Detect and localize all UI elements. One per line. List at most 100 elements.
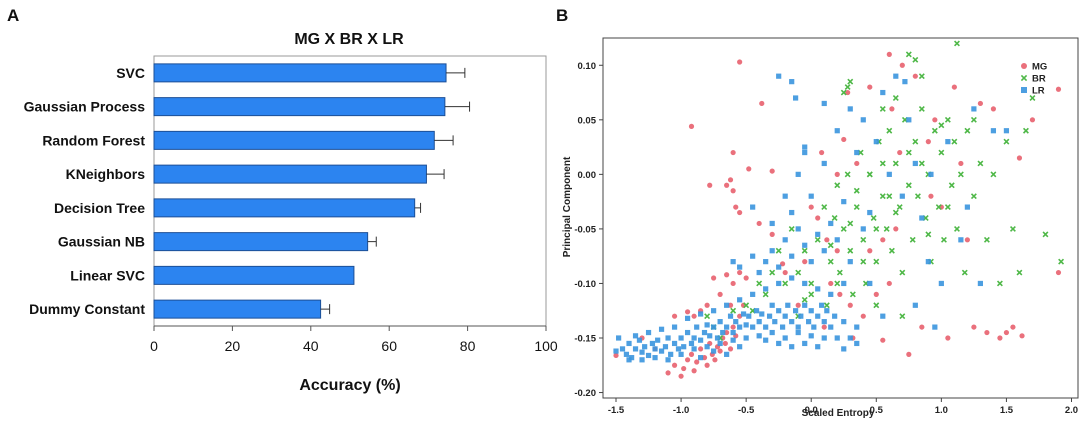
point-lr (824, 308, 830, 314)
point-lr (698, 337, 704, 343)
point-lr (714, 335, 721, 341)
point-lr (684, 329, 691, 336)
y-tick-label: -0.20 (574, 388, 596, 399)
point-lr (798, 313, 804, 319)
point-mg (834, 171, 840, 177)
point-br (892, 95, 899, 101)
point-lr (789, 344, 795, 350)
point-lr (782, 193, 788, 199)
point-lr (756, 333, 762, 339)
point-lr (737, 297, 743, 303)
point-mg (795, 302, 801, 308)
point-lr (841, 319, 847, 325)
point-br (944, 204, 951, 211)
point-lr (834, 335, 840, 341)
point-lr (711, 324, 717, 330)
point-mg (756, 220, 762, 227)
point-lr (886, 171, 892, 177)
point-lr (698, 355, 704, 361)
point-br (853, 204, 860, 211)
point-lr (668, 351, 674, 357)
point-mg (815, 215, 821, 221)
point-mg (860, 313, 866, 319)
point-lr (649, 340, 656, 347)
point-lr (828, 220, 834, 227)
point-br (870, 215, 877, 221)
point-br (938, 149, 945, 156)
point-lr (880, 89, 886, 96)
point-br (954, 225, 960, 232)
point-br (914, 193, 921, 200)
panel-b-x-axis: -1.5 -1.0 -0.5 0.0 0.5 1.0 1.5 2.0 (608, 398, 1078, 416)
point-br (801, 296, 808, 303)
point-lr (750, 253, 756, 259)
point-mg (1016, 155, 1023, 161)
point-br (840, 225, 847, 232)
point-br (873, 258, 880, 265)
point-br (730, 307, 737, 314)
point-lr (821, 160, 827, 167)
point-lr (626, 340, 632, 347)
point-lr (707, 333, 713, 339)
point-lr (928, 171, 934, 177)
point-br (905, 182, 912, 189)
point-br (961, 269, 968, 276)
point-lr (945, 139, 951, 145)
point-lr (763, 259, 769, 265)
bar-linear-svc (153, 265, 355, 285)
point-lr (977, 280, 983, 287)
point-lr (782, 313, 788, 319)
point-lr (769, 302, 775, 308)
point-mg (928, 193, 934, 199)
point-mg (704, 302, 710, 308)
point-mg (671, 362, 678, 368)
point-lr (841, 199, 847, 205)
point-br (888, 247, 895, 254)
point-mg (694, 359, 700, 365)
point-mg (678, 373, 684, 379)
point-lr (789, 253, 795, 259)
point-lr (821, 319, 827, 325)
point-lr (704, 322, 710, 328)
point-lr (746, 313, 752, 319)
point-lr (902, 79, 908, 85)
point-lr (776, 308, 782, 314)
point-lr (671, 324, 678, 330)
point-mg (906, 351, 912, 357)
x-tick-label: 0.0 (805, 405, 818, 416)
point-mg (897, 149, 903, 156)
point-lr (867, 280, 873, 287)
point-lr (912, 160, 918, 167)
point-mg (1021, 63, 1027, 69)
point-br (853, 187, 860, 194)
bar-kneighbors (153, 164, 427, 184)
point-br (1058, 258, 1065, 265)
x-tick-label: 1.0 (935, 405, 948, 416)
point-lr (782, 237, 788, 243)
y-tick-label: -0.15 (574, 334, 596, 345)
point-br (788, 225, 795, 232)
y-tick-label: 0.10 (578, 61, 597, 72)
point-br (840, 89, 847, 96)
point-lr (613, 348, 619, 354)
point-mg (1019, 333, 1025, 339)
point-lr (789, 319, 795, 325)
point-lr (912, 302, 918, 308)
category-label: Gaussian NB (58, 234, 145, 250)
point-lr (684, 315, 691, 321)
y-tick-label: -0.10 (574, 279, 596, 290)
point-lr (750, 324, 756, 330)
point-mg (951, 84, 957, 90)
point-lr (769, 329, 775, 336)
point-lr (730, 329, 736, 336)
point-mg (1003, 329, 1010, 336)
point-lr (811, 324, 817, 330)
point-mg (819, 149, 825, 156)
point-mg (828, 280, 834, 287)
point-br (879, 160, 886, 167)
point-mg (671, 313, 678, 319)
bar-dummy-constant (153, 299, 322, 319)
x-tick-label: 0.5 (870, 405, 884, 416)
y-tick-label: 0.00 (578, 170, 597, 181)
